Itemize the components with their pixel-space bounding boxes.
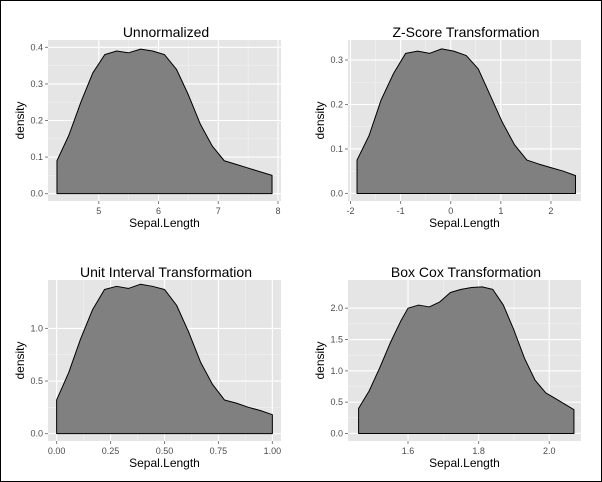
- y-tick-label: 0.4: [30, 42, 43, 52]
- x-tick-label: 0.00: [48, 446, 66, 456]
- y-tick-label: 0.0: [330, 428, 343, 438]
- y-tick-label: 0.3: [30, 79, 43, 89]
- y-tick-label: 0.0: [30, 189, 43, 199]
- y-tick-label: 0.1: [330, 144, 343, 154]
- density-area: [56, 283, 273, 435]
- y-axis-label: density: [313, 101, 327, 139]
- chart-title: Z-Score Transformation: [392, 24, 539, 40]
- y-tick-label: 0.5: [330, 397, 343, 407]
- y-tick-label: 0.0: [30, 429, 43, 439]
- chart-panel-2: Z-Score Transformation -2 -1 0 1 2 0.0 0.1 0.2 0.…: [313, 24, 581, 230]
- x-tick-label: 2.0: [543, 446, 556, 456]
- chart-title: Box Cox Transformation: [391, 264, 541, 280]
- y-axis-label: density: [13, 101, 27, 139]
- chart-title: Unit Interval Transformation: [80, 264, 252, 280]
- density-area: [358, 286, 575, 434]
- x-tick-label: 7: [216, 206, 221, 216]
- density-area: [56, 48, 273, 195]
- x-tick-label: 1.8: [472, 446, 485, 456]
- x-tick-label: 6: [156, 206, 161, 216]
- x-tick-label: -2: [346, 206, 354, 216]
- x-tick-label: 0.75: [210, 446, 228, 456]
- x-axis-label: Sepal.Length: [129, 456, 200, 470]
- y-tick-label: 0.0: [330, 188, 343, 198]
- x-tick-label: 1: [498, 206, 503, 216]
- x-tick-label: 0.50: [156, 446, 174, 456]
- y-axis-label: density: [313, 341, 327, 379]
- x-tick-label: 0.25: [102, 446, 120, 456]
- x-axis-label: Sepal.Length: [129, 216, 200, 230]
- y-tick-label: 0.2: [330, 99, 343, 109]
- x-axis-label: Sepal.Length: [429, 216, 500, 230]
- x-tick-label: 1.6: [402, 446, 415, 456]
- y-tick-label: 1.0: [30, 323, 43, 333]
- x-tick-label: 5: [96, 206, 101, 216]
- x-tick-label: 0: [448, 206, 453, 216]
- y-axis-label: density: [13, 341, 27, 379]
- x-tick-label: -1: [397, 206, 405, 216]
- y-tick-label: 2.0: [330, 303, 343, 313]
- x-axis-label: Sepal.Length: [429, 456, 500, 470]
- y-tick-label: 0.3: [330, 55, 343, 65]
- y-tick-label: 1.5: [330, 335, 343, 345]
- y-tick-label: 1.0: [330, 366, 343, 376]
- x-tick-label: 8: [276, 206, 281, 216]
- chart-panel-4: Box Cox Transformation 1.6 1.8 2.0 0.0 0.5 1.0…: [313, 264, 581, 470]
- y-tick-label: 0.5: [30, 376, 43, 386]
- chart-title: Unnormalized: [123, 24, 209, 40]
- density-area: [356, 48, 576, 194]
- y-tick-label: 0.1: [30, 152, 43, 162]
- chart-panel-1: Unnormalized 5 6 7 8 0.0 0.1 0.2 0.3 0.4 Sepal.Len…: [13, 24, 281, 230]
- y-tick-label: 0.2: [30, 116, 43, 126]
- x-tick-label: 2: [548, 206, 553, 216]
- x-tick-label: 1.00: [264, 446, 282, 456]
